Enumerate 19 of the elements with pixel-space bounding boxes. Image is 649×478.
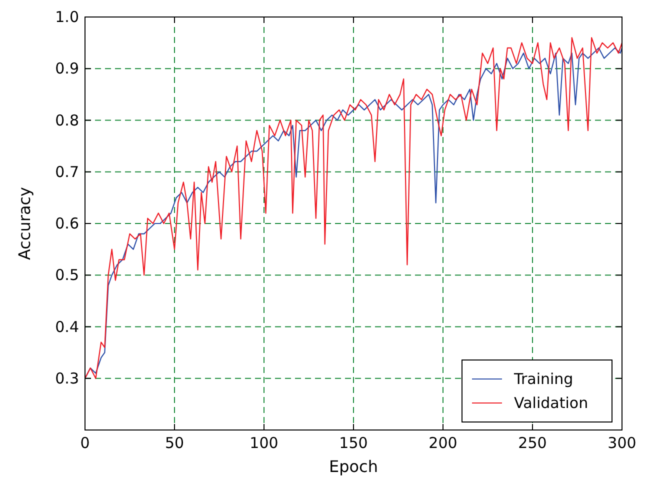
x-axis-title: Epoch — [329, 457, 378, 476]
x-tick-label: 150 — [339, 434, 368, 452]
y-tick-label: 0.5 — [55, 266, 79, 284]
y-tick-label: 0.4 — [55, 318, 79, 336]
y-tick-label: 0.3 — [55, 369, 79, 388]
x-tick-label: 300 — [608, 434, 636, 452]
y-axis-title: Accuracy — [15, 186, 34, 260]
x-tick-label: 0 — [80, 434, 90, 452]
x-tick-label: 100 — [250, 434, 278, 452]
y-tick-label: 1.0 — [55, 8, 79, 26]
x-tick-label: 250 — [518, 434, 547, 452]
x-tick-label: 50 — [164, 434, 184, 452]
legend-label: Training — [513, 370, 574, 388]
legend-label: Validation — [514, 394, 588, 412]
y-tick-label: 0.6 — [55, 214, 79, 232]
y-tick-label: 0.9 — [55, 60, 79, 78]
y-tick-label: 0.8 — [55, 111, 79, 130]
x-tick-label: 200 — [428, 434, 458, 452]
y-tick-label: 0.7 — [55, 162, 79, 181]
